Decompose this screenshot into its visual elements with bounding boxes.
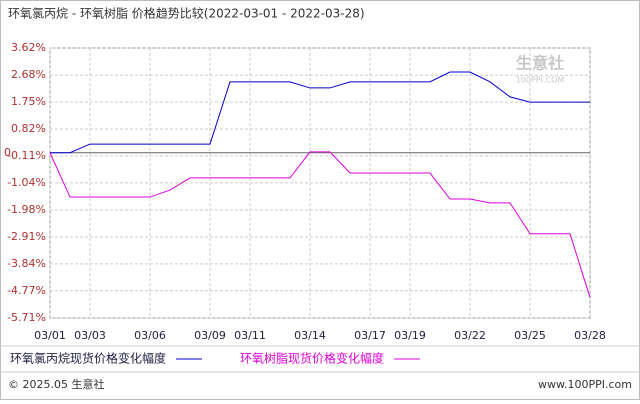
watermark: 生意社 — [516, 54, 564, 73]
x-tick-label: 03/25 — [514, 329, 546, 342]
chart-title: 环氧氯丙烷 - 环氧树脂 价格趋势比较(2022-03-01 - 2022-03… — [8, 6, 365, 21]
y-tick-label: 3.62% — [11, 41, 46, 54]
x-tick-label: 03/03 — [74, 329, 106, 342]
watermark: 100PPI.COM — [516, 76, 565, 85]
x-tick-label: 03/11 — [234, 329, 266, 342]
y-tick-label: -1.98% — [7, 203, 46, 216]
footer-left: © 2025.05 生意社 — [8, 377, 104, 391]
footer-right: www.100PPI.com — [538, 378, 632, 391]
legend-label: 环氧氯丙烷现货价格变化幅度 — [10, 351, 166, 366]
x-tick-label: 03/22 — [454, 329, 486, 342]
series-line — [49, 151, 591, 298]
y-tick-label: 2.68% — [11, 68, 46, 81]
y-tick-label: -0.11% — [7, 149, 46, 162]
y-tick-label: 0.82% — [11, 122, 46, 135]
series-line — [50, 71, 590, 154]
y-tick-label: -5.71% — [7, 311, 46, 324]
x-tick-label: 03/01 — [34, 329, 66, 342]
zero-label: 0 — [4, 146, 11, 159]
y-tick-label: -1.04% — [7, 176, 46, 189]
x-tick-label: 03/09 — [194, 329, 226, 342]
y-tick-label: -3.84% — [7, 257, 46, 270]
x-tick-label: 03/28 — [574, 329, 606, 342]
x-tick-label: 03/19 — [394, 329, 426, 342]
x-tick-label: 03/14 — [294, 329, 326, 342]
y-tick-label: 1.75% — [11, 95, 46, 108]
x-tick-label: 03/06 — [134, 329, 166, 342]
x-tick-label: 03/17 — [354, 329, 386, 342]
y-tick-label: -4.77% — [7, 284, 46, 297]
y-tick-label: -2.91% — [7, 230, 46, 243]
legend-label: 环氧树脂现货价格变化幅度 — [240, 351, 384, 366]
